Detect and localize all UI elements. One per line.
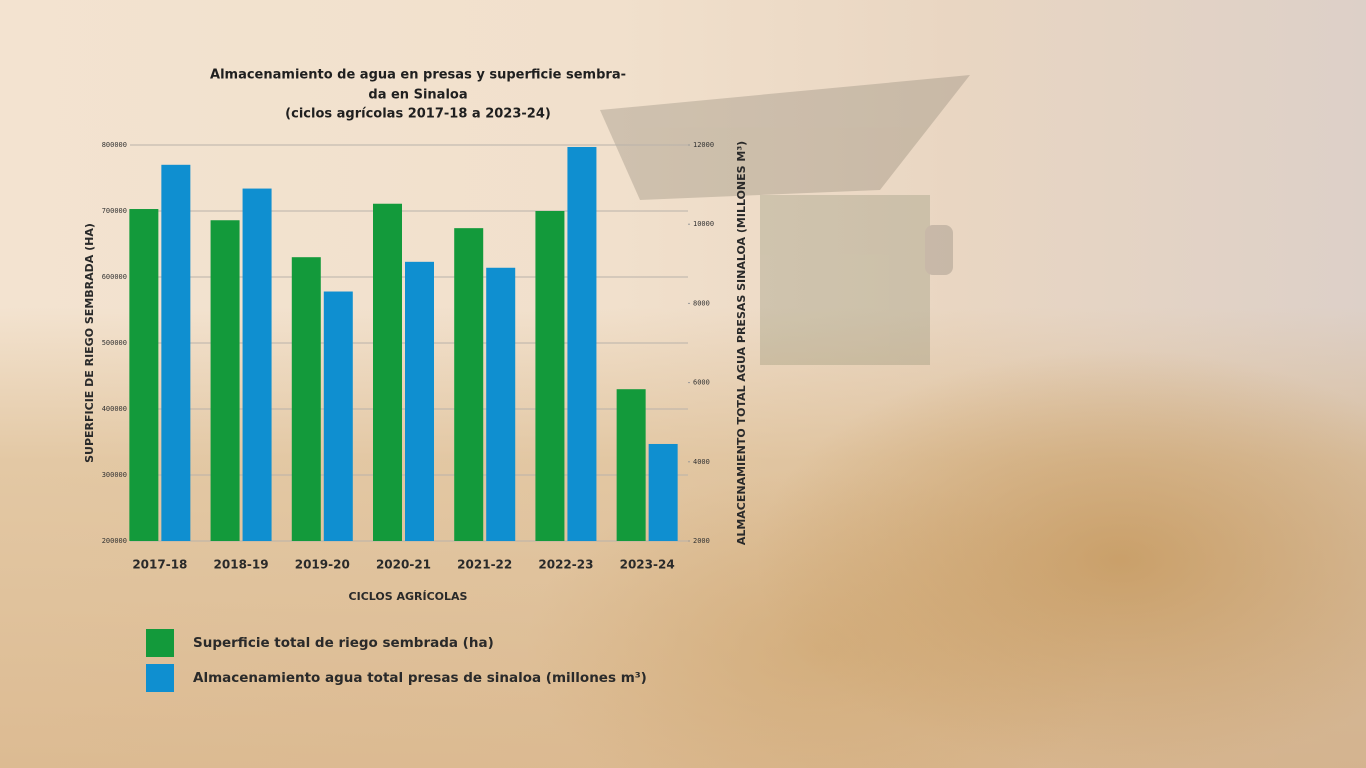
bar: [210, 220, 240, 542]
y2-tick-label: 6000: [693, 379, 710, 387]
y-axis-label: SUPERFICIE DE RIEGO SEMBRADA (HA): [83, 223, 96, 463]
harvester-silhouette: [600, 75, 970, 365]
legend-label: Superficie total de riego sembrada (ha): [193, 635, 494, 651]
bar: [242, 188, 272, 541]
y-tick-label: 500000: [102, 339, 127, 347]
x-tick-label: 2020-21: [376, 558, 431, 572]
bar: [323, 291, 353, 541]
y-tick-label: 400000: [102, 405, 127, 413]
x-tick-label: 2019-20: [295, 558, 350, 572]
y-tick-label: 700000: [102, 207, 127, 215]
x-tick-label: 2021-22: [457, 558, 512, 572]
y2-tick-label: 8000: [693, 299, 710, 307]
y-tick-label: 600000: [102, 273, 127, 281]
y2-tick-label: 4000: [693, 458, 710, 466]
legend-label: Almacenamiento agua total presas de sina…: [193, 670, 647, 686]
chart-title: (ciclos agrícolas 2017-18 a 2023-24): [285, 107, 551, 122]
bar: [535, 211, 565, 541]
y2-tick-label: 12000: [693, 141, 714, 149]
chart-title: da en Sinaloa: [368, 88, 467, 103]
y2-axis-label: ALMACENAMIENTO TOTAL AGUA PRESAS SINALOA…: [735, 141, 748, 545]
y-tick-label: 800000: [102, 141, 127, 149]
bar: [648, 443, 678, 541]
bar: [161, 164, 191, 542]
legend-swatch: [146, 629, 174, 657]
bar: [405, 261, 434, 541]
y2-tick-label: 2000: [693, 537, 710, 545]
x-tick-label: 2018-19: [214, 558, 269, 572]
y2-tick-label: 10000: [693, 220, 714, 228]
bar: [373, 203, 402, 542]
x-tick-label: 2017-18: [132, 558, 187, 572]
chart-title: Almacenamiento de agua en presas y super…: [210, 68, 626, 83]
bar: [486, 267, 516, 541]
x-axis-label: CICLOS AGRÍCOLAS: [349, 590, 468, 603]
x-tick-label: 2023-24: [620, 558, 675, 572]
bar: [454, 228, 484, 541]
y-tick-label: 300000: [102, 471, 127, 479]
x-tick-label: 2022-23: [538, 558, 593, 572]
legend-swatch: [146, 664, 174, 692]
bar: [291, 257, 321, 541]
bar: [567, 146, 597, 542]
y-tick-label: 200000: [102, 537, 127, 545]
bar: [129, 209, 159, 541]
bar: [616, 389, 646, 541]
